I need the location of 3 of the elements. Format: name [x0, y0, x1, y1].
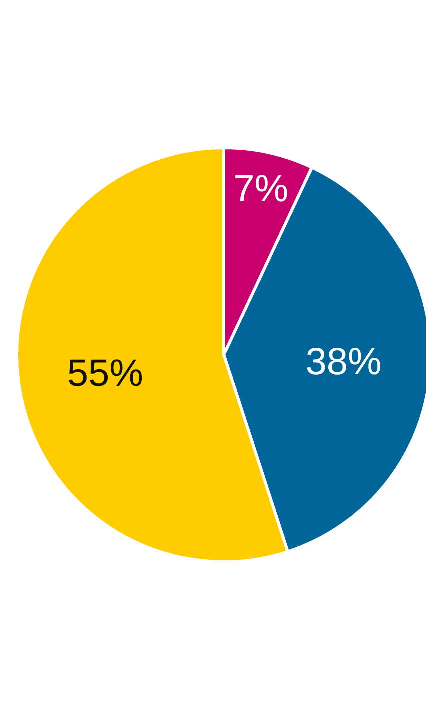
- data-label: 7%: [234, 168, 288, 210]
- data-label: 38%: [306, 342, 382, 384]
- data-label: 55%: [67, 352, 144, 395]
